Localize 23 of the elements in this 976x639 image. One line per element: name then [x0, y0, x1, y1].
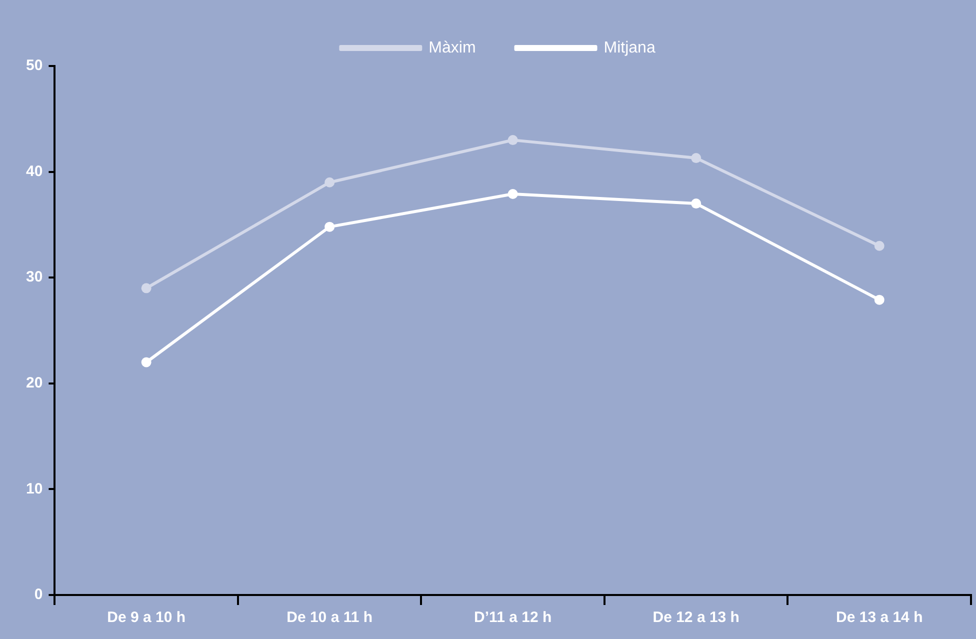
x-tick-label: De 13 a 14 h — [836, 609, 923, 626]
point — [141, 283, 152, 294]
y-tick-label: 40 — [26, 162, 43, 180]
point — [324, 222, 335, 232]
legend-label: Mitjana — [604, 39, 656, 56]
y-tick-label: 50 — [26, 57, 43, 74]
legend-label: Màxim — [428, 39, 476, 56]
x-tick-label: D’11 a 12 h — [474, 609, 552, 626]
point — [691, 198, 702, 209]
point — [141, 357, 152, 368]
point — [691, 153, 702, 164]
y-tick-label: 10 — [26, 480, 43, 498]
x-tick-label: De 12 a 13 h — [652, 609, 740, 626]
y-tick-label: 0 — [34, 586, 43, 604]
y-tick-label: 30 — [26, 268, 43, 286]
x-tick-label: De 10 a 11 h — [286, 609, 373, 626]
x-tick-label: De 9 a 10 h — [107, 609, 186, 626]
point — [874, 240, 884, 251]
point — [324, 177, 335, 188]
y-tick-label: 20 — [26, 374, 43, 392]
point — [508, 135, 518, 146]
point — [874, 294, 884, 305]
point — [508, 189, 518, 200]
